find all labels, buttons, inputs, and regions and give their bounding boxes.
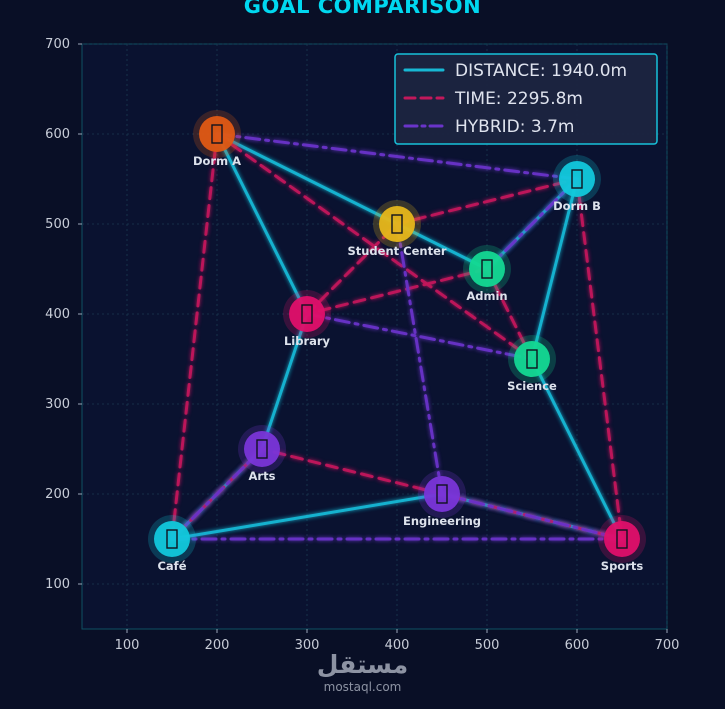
legend-box [394, 53, 658, 145]
node-marker [289, 296, 325, 332]
legend-label-distance: DISTANCE: 1940.0m [455, 61, 627, 81]
time-edge [305, 222, 399, 316]
time-edge [575, 177, 624, 541]
hybrid-edge [170, 447, 264, 541]
node-glyph [616, 529, 628, 549]
node-marker [514, 341, 550, 377]
node-label: Sports [601, 559, 644, 573]
y-tick-label: 200 [45, 487, 70, 502]
x-tick-label: 400 [385, 638, 410, 653]
node-marker [424, 476, 460, 512]
time-edge [395, 177, 579, 226]
x-tick-label: 200 [205, 638, 230, 653]
y-tick-label: 700 [45, 37, 70, 52]
hybrid-edge [440, 492, 624, 541]
distance-edge [170, 492, 444, 541]
legend-label-time: TIME: 2295.8m [454, 89, 583, 109]
x-tick-label: 500 [475, 638, 500, 653]
chart-title: GOAL COMPARISON [243, 0, 482, 18]
node-label: Dorm B [553, 199, 601, 213]
distance-edge [215, 132, 309, 316]
distance-edge [260, 312, 309, 451]
watermark-arabic: مستقل [316, 650, 409, 679]
distance-edge [530, 357, 624, 541]
node-glyph [391, 214, 403, 234]
watermark-latin: mostaql.com [323, 680, 402, 694]
time-edge [260, 447, 444, 496]
time-edge [305, 267, 489, 316]
node-glyph [571, 169, 583, 189]
node-glyph [166, 529, 178, 549]
node-label: Dorm A [193, 154, 241, 168]
node-marker [154, 521, 190, 557]
legend-label-hybrid: HYBRID: 3.7m [455, 117, 574, 137]
node-glyph [256, 439, 268, 459]
node-glyph [481, 259, 493, 279]
x-tick-label: 100 [115, 638, 140, 653]
node-marker [199, 116, 235, 152]
node-label: Arts [249, 469, 276, 483]
node-label: Science [507, 379, 557, 393]
node-marker [559, 161, 595, 197]
y-tick-label: 300 [45, 397, 70, 412]
node-marker [469, 251, 505, 287]
hybrid-edge [305, 312, 534, 361]
y-tick-label: 500 [45, 217, 70, 232]
time-edge [215, 132, 534, 361]
node-glyph [211, 124, 223, 144]
node-label: Engineering [403, 514, 481, 528]
node-marker [244, 431, 280, 467]
node-marker [379, 206, 415, 242]
node-glyph [301, 304, 313, 324]
hybrid-edge [215, 132, 579, 181]
distance-edge [215, 132, 399, 226]
x-tick-label: 600 [565, 638, 590, 653]
y-tick-label: 400 [45, 307, 70, 322]
hybrid-edge [485, 177, 579, 271]
node-marker [604, 521, 640, 557]
node-label: Library [284, 334, 331, 348]
distance-edge [530, 177, 579, 361]
node-glyph [526, 349, 538, 369]
y-tick-label: 100 [45, 577, 70, 592]
node-label: Admin [466, 289, 507, 303]
x-tick-label: 300 [295, 638, 320, 653]
hybrid-route [170, 132, 624, 541]
node-glyph [436, 484, 448, 504]
hybrid-edge [395, 222, 444, 496]
time-edge [170, 132, 219, 541]
node-label: Café [157, 559, 186, 573]
y-tick-label: 600 [45, 127, 70, 142]
x-tick-label: 700 [655, 638, 680, 653]
node-label: Student Center [347, 244, 446, 258]
